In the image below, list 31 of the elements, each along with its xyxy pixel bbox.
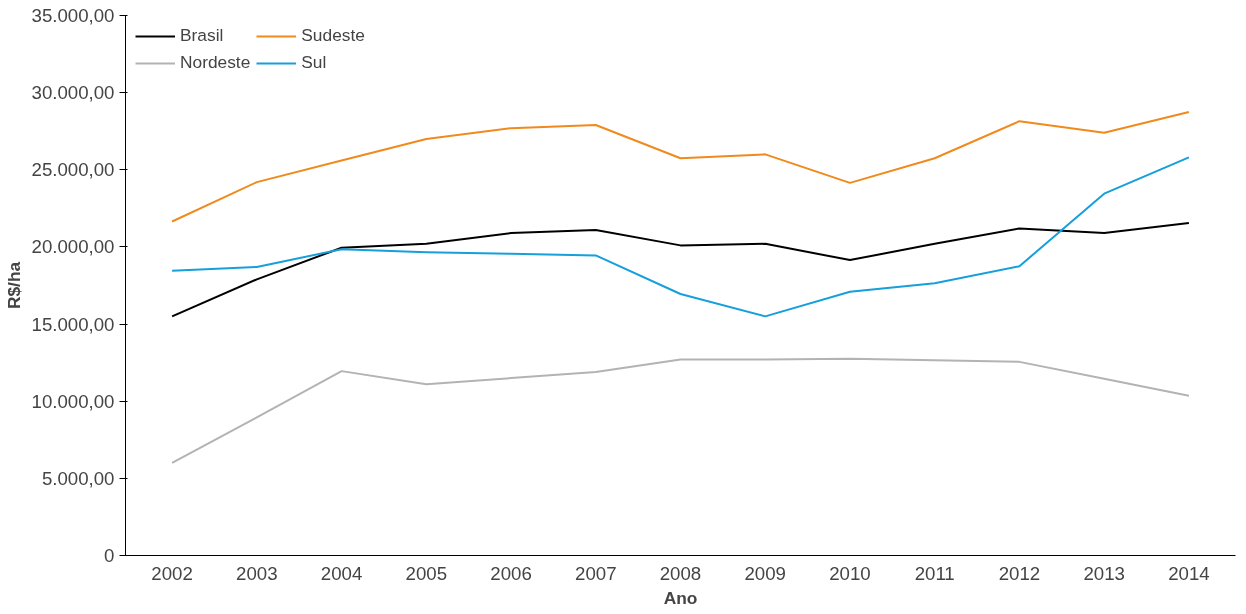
x-tick-label: 2005 [405,562,448,584]
x-tick-label: 2002 [151,562,193,584]
y-tick-label: 20.000,00 [31,236,115,258]
x-tick-label: 2006 [490,562,532,584]
y-tick-label: 30.000,00 [31,82,115,104]
x-tick-label: 2008 [659,562,702,584]
legend-label: Brasil [180,25,224,46]
line-series [171,357,1190,464]
legend-label: Nordeste [180,52,251,73]
x-tick-label: 2011 [914,562,955,584]
x-tick-label: 2007 [575,562,617,584]
x-tick-label: 2009 [744,562,786,584]
legend-label: Sul [301,52,327,73]
x-tick-label: 2012 [998,562,1041,584]
x-tick-label: 2004 [320,562,363,584]
y-tick-label: 25.000,00 [31,159,115,181]
y-tick-label: 10.000,00 [31,390,115,412]
y-tick-label: 35.000,00 [31,5,115,26]
y-axis-title: R$/ha [3,261,24,310]
line-series [171,110,1190,223]
y-tick-label: 5.000,00 [41,467,115,489]
legend-label: Sudeste [301,25,365,46]
x-axis-title: Ano [663,587,698,608]
x-tick-label: 2010 [829,562,871,584]
x-tick-label: 2003 [236,562,278,584]
y-tick-label: 15.000,00 [31,313,115,335]
line-series [171,222,1190,318]
x-tick-label: 2014 [1168,562,1210,584]
y-tick-label: 0 [104,545,115,566]
x-tick-label: 2013 [1083,562,1125,584]
line-series [171,156,1190,318]
